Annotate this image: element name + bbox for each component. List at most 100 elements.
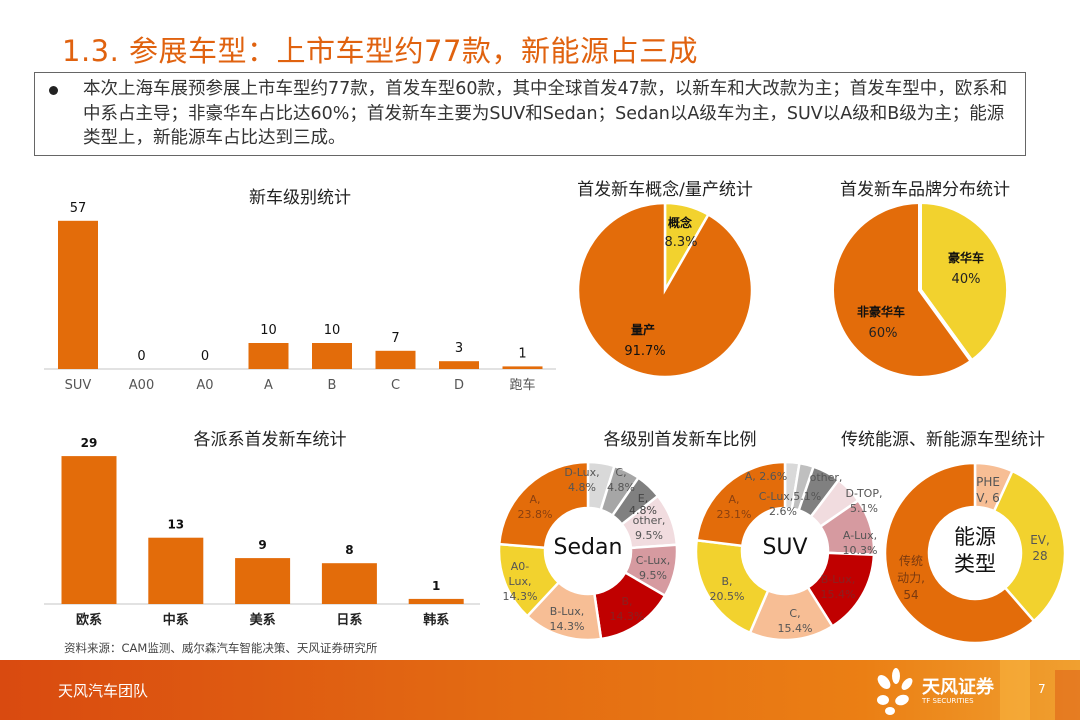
slice-label: B, [721, 575, 732, 588]
slice-label: 54 [903, 588, 918, 602]
slice-label: B, [621, 595, 632, 608]
donut-chart-suv: A, 2.6% C-Lux,5.1% 2.6% other,D-TOP, 5.1% A-L… [694, 460, 882, 642]
chart-title-origin: 各派系首发新车统计 [193, 430, 347, 450]
slice-label: 20.5% [710, 590, 745, 603]
pie-slice [695, 460, 787, 548]
slice-label: 40% [952, 272, 981, 287]
slice-label: 91.7% [624, 344, 665, 359]
slice-label: A0- [511, 560, 530, 573]
category-label: 中系 [163, 612, 189, 628]
category-label: 欧系 [76, 612, 102, 628]
bar-value-label: 29 [81, 436, 98, 450]
bar-value-label: 13 [167, 518, 184, 532]
slice-label: A, 2.6% [745, 470, 787, 483]
category-label: C [391, 378, 400, 393]
bar [148, 537, 204, 604]
donut-chart-sedan: D-Lux,4.8%C,4.8%E,4.8%other,9.5%C-Lux,9.… [497, 460, 679, 642]
slice-label: EV, [1030, 533, 1050, 547]
slice-label: E, [638, 492, 648, 505]
footer-brand-name: 天风证券 [922, 677, 994, 698]
slice-label: 15.4% [821, 588, 856, 601]
bar-chart-origin: 29 欧系 13 中系 9 美系 8 日系 1 韩系 [44, 436, 480, 628]
slice-label: other, [633, 514, 666, 527]
slice-label: B-Lux, [550, 605, 584, 618]
category-label: A00 [129, 378, 154, 393]
bar-value-label: 9 [258, 538, 266, 552]
page-number: 7 [1038, 682, 1046, 696]
chart-title-energy: 传统能源、新能源车型统计 [841, 430, 1045, 450]
pie-slice [830, 199, 975, 380]
slice-label: C-Lux,5.1% [759, 490, 822, 503]
bar-value-label: 3 [455, 341, 463, 356]
page-title: 1.3. 参展车型：上市车型约77款，新能源占三成 [62, 34, 698, 68]
footer-decoration [1055, 670, 1080, 720]
bar-value-label: 10 [260, 323, 277, 338]
slice-label: 传统 [899, 553, 923, 568]
slice-label: 概念 [668, 215, 692, 230]
slice-label: A, [728, 493, 739, 506]
chart-title-brand: 首发新车品牌分布统计 [840, 180, 1010, 200]
footer-brand-en: TF SECURITIES [922, 697, 974, 705]
source-note: 资料来源：CAM监测、威尔森汽车智能决策、天风证券研究所 [64, 641, 378, 655]
category-label: 日系 [336, 612, 362, 628]
slice-label: C, [789, 607, 800, 620]
pie-slice [576, 201, 754, 379]
bar [312, 343, 352, 369]
slice-label: Lux, [509, 575, 532, 588]
slice-label: 14.3% [503, 590, 538, 603]
chart-title-grade-ratio: 各级别首发新车比例 [603, 430, 757, 450]
slice-label: 4.8% [629, 504, 657, 517]
bar [321, 563, 377, 604]
slice-label: 非豪华车 [857, 304, 905, 319]
slice-label: 10.3% [843, 544, 878, 557]
pie-slice [918, 199, 1010, 364]
slice-label: 15.4% [778, 622, 813, 635]
slice-label: PHE [976, 475, 1000, 489]
category-label: 韩系 [423, 612, 449, 628]
category-label: SUV [65, 378, 92, 393]
slice-label: other, [810, 471, 843, 484]
slice-label: 动力, [897, 571, 925, 585]
bar-value-label: 7 [391, 331, 399, 346]
footer-team-label: 天风汽车团队 [58, 682, 149, 700]
slice-label: 23.1% [717, 508, 752, 521]
chart-title-grade: 新车级别统计 [249, 188, 351, 208]
category-label: D [454, 378, 464, 393]
category-label: 美系 [250, 612, 276, 628]
slice-label: 14.3% [610, 610, 645, 623]
slice-label: 9.5% [635, 529, 663, 542]
bar [235, 558, 291, 604]
bar [61, 456, 117, 604]
flower-logo-icon [877, 668, 913, 715]
slice-label: C, [615, 466, 626, 479]
pie-slice [992, 469, 1067, 623]
slice-label: 9.5% [639, 569, 667, 582]
donut-center-sedan: Sedan [553, 535, 623, 560]
slice-label: 2.6% [769, 505, 797, 518]
slice-label: 23.8% [518, 508, 553, 521]
bullet-icon [49, 86, 58, 95]
pie-slice [497, 460, 590, 550]
slice-label: 4.8% [607, 481, 635, 494]
category-label: B [328, 378, 337, 393]
summary-box: 本次上海车展预参展上市车型约77款，首发车型60款，其中全球首发47款，以新车和… [34, 72, 1026, 156]
slice-label: 14.3% [550, 620, 585, 633]
summary-text: 本次上海车展预参展上市车型约77款，首发车型60款，其中全球首发47款，以新车和… [83, 79, 1008, 148]
bar [502, 366, 543, 369]
bar [439, 361, 479, 369]
category-label: A [264, 378, 273, 393]
slice-label: A-Lux, [843, 529, 877, 542]
donut-center-energy: 能源 类型 [954, 525, 996, 576]
bar-value-label: 1 [432, 579, 440, 593]
slice-label: 28 [1032, 549, 1047, 563]
chart-title-concept: 首发新车概念/量产统计 [577, 180, 753, 200]
slice-label: A, [529, 493, 540, 506]
slice-label: 60% [869, 326, 898, 341]
slice-label: D-TOP, [846, 487, 883, 500]
footer-decoration [1000, 660, 1030, 720]
pie-slice [883, 461, 1036, 645]
bar-value-label: 1 [518, 346, 526, 361]
slice-label: 8.3% [664, 235, 697, 250]
bar-chart-grade: 57 SUV 0 A00 0 A0 10 A 10 B 7 C 3 D 1 跑车 [44, 201, 556, 393]
